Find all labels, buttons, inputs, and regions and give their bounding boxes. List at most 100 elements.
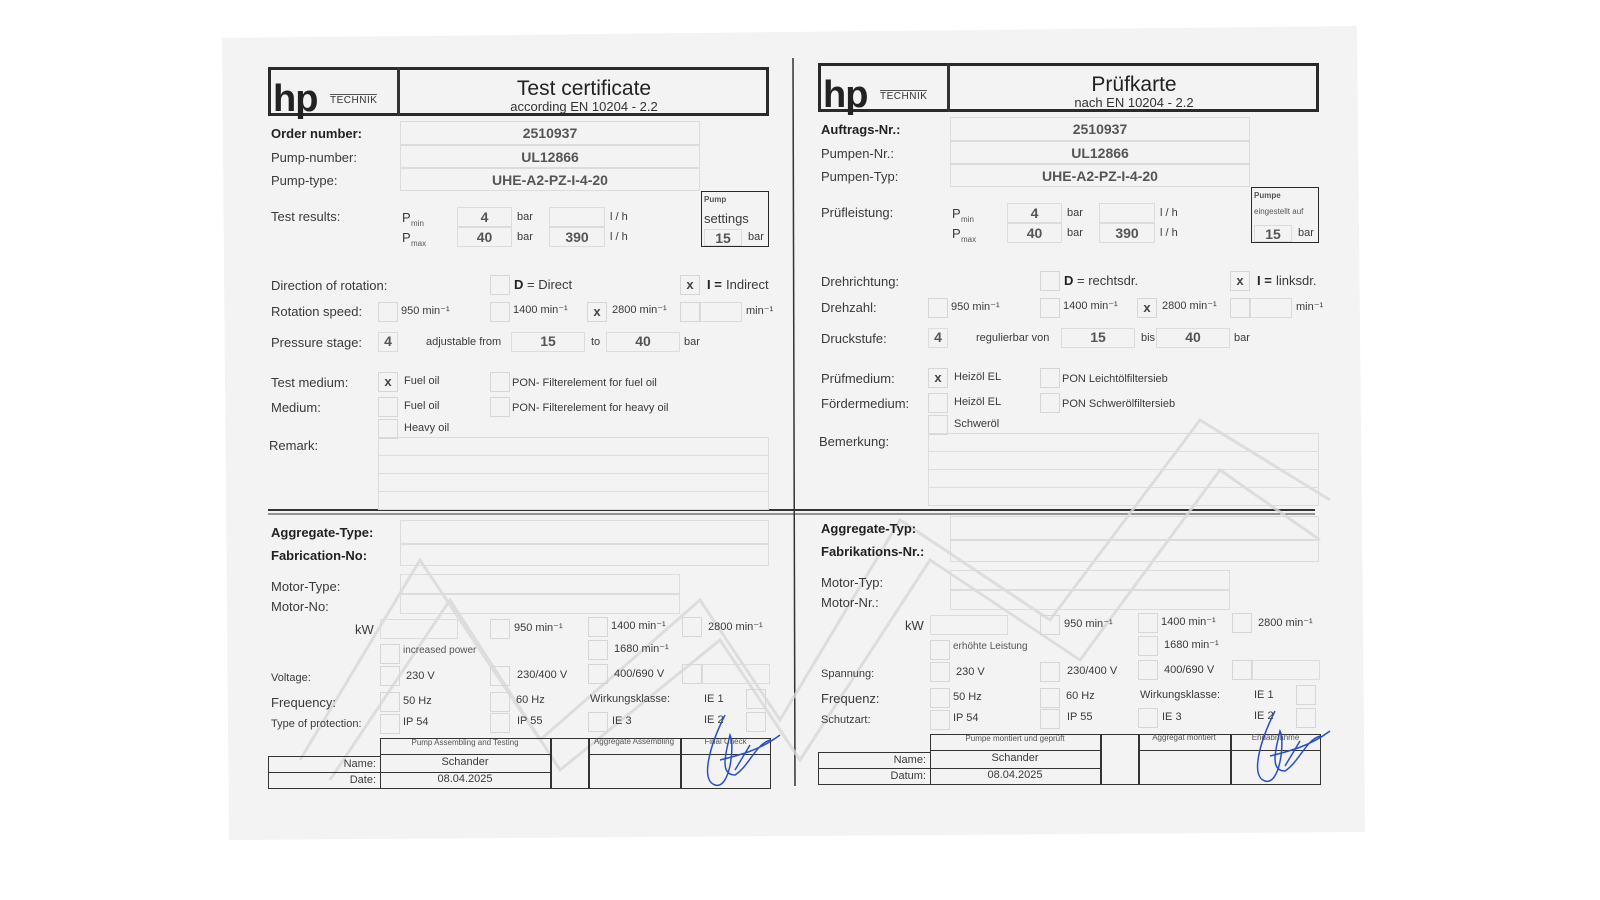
voltage-other-checkbox[interactable] <box>682 664 702 684</box>
speed-1400-checkbox[interactable] <box>490 302 510 322</box>
pump-number-field[interactable] <box>400 145 700 168</box>
kw-field[interactable] <box>930 615 1008 635</box>
v230-checkbox[interactable] <box>380 666 400 686</box>
medium-fuel-oil-checkbox[interactable] <box>378 397 398 417</box>
direct-checkbox[interactable] <box>490 275 510 295</box>
speed-other-checkbox[interactable] <box>680 302 700 322</box>
voltage-other-field[interactable] <box>702 664 770 684</box>
pump-type-field[interactable] <box>950 164 1250 187</box>
f60-checkbox[interactable] <box>490 692 510 712</box>
f60-checkbox[interactable] <box>1040 688 1060 708</box>
motor-2800-checkbox[interactable] <box>682 617 702 637</box>
pmax-field[interactable] <box>1007 223 1062 243</box>
adjust-to-field[interactable] <box>606 332 680 352</box>
ie2-checkbox[interactable] <box>1296 708 1316 728</box>
increased-power-checkbox[interactable] <box>380 644 400 664</box>
test-medium-label: Prüfmedium: <box>821 371 895 386</box>
motor-type-field[interactable] <box>950 570 1230 590</box>
v400-690-checkbox[interactable] <box>588 664 608 684</box>
heavy-oil-checkbox[interactable] <box>378 419 398 439</box>
flow-max-field[interactable] <box>549 227 605 247</box>
pon-heavy-checkbox[interactable] <box>490 397 510 417</box>
kw-field[interactable] <box>380 619 458 639</box>
pon-fuel-checkbox[interactable] <box>490 372 510 392</box>
adjustable-from-label: adjustable from <box>426 336 502 348</box>
direct-checkbox[interactable] <box>1040 271 1060 291</box>
pon-heavy-checkbox[interactable] <box>1040 393 1060 413</box>
ip55-checkbox[interactable] <box>490 713 510 733</box>
adjust-to-field[interactable] <box>1156 328 1230 348</box>
ip54-checkbox[interactable] <box>380 714 400 734</box>
v400-690-checkbox[interactable] <box>1138 660 1158 680</box>
ip54-checkbox[interactable] <box>930 710 950 730</box>
speed-other-field[interactable] <box>1250 298 1292 318</box>
ie1-checkbox[interactable] <box>1296 685 1316 705</box>
motor-no-field[interactable] <box>400 594 680 614</box>
ie3-checkbox[interactable] <box>588 712 608 732</box>
pressure-stage-field[interactable] <box>928 328 948 348</box>
motor-no-field[interactable] <box>950 590 1230 610</box>
indirect-checkbox[interactable]: x <box>680 275 700 295</box>
increased-power-checkbox[interactable] <box>930 640 950 660</box>
pmax-field[interactable] <box>457 227 512 247</box>
speed-other-field[interactable] <box>700 302 742 322</box>
speed-1400-checkbox[interactable] <box>1040 298 1060 318</box>
pmin-field[interactable] <box>1007 203 1062 223</box>
fabrication-no-field[interactable] <box>400 544 769 566</box>
flow-min-field[interactable] <box>549 207 605 227</box>
pressure-stage-field[interactable] <box>378 332 398 352</box>
aggregate-type-field[interactable] <box>950 516 1319 540</box>
v230-400-checkbox[interactable] <box>490 666 510 686</box>
speed-950-checkbox[interactable] <box>928 298 948 318</box>
pump-settings-field[interactable] <box>1254 225 1292 242</box>
voltage-other-checkbox[interactable] <box>1232 660 1252 680</box>
signoff-name: Schander <box>991 752 1039 764</box>
aggregate-type-field[interactable] <box>400 520 769 544</box>
order-number-label: Order number: <box>271 126 363 141</box>
pump-settings-field[interactable] <box>704 229 742 246</box>
speed-950-checkbox[interactable] <box>378 302 398 322</box>
pump-type-field[interactable] <box>400 168 700 191</box>
signoff-col-aggregate-assembling: Aggregate Assembling <box>593 737 675 746</box>
motor-2800-checkbox[interactable] <box>1232 613 1252 633</box>
flow-max-field[interactable] <box>1099 223 1155 243</box>
motor-1400-checkbox[interactable] <box>1138 613 1158 633</box>
adjustable-from-label: regulierbar von <box>976 332 1050 344</box>
pon-fuel-checkbox[interactable] <box>1040 368 1060 388</box>
signoff-name: Schander <box>441 756 489 768</box>
motor-950-checkbox[interactable] <box>490 619 510 639</box>
v230-400-checkbox[interactable] <box>1040 662 1060 682</box>
ie1-checkbox[interactable] <box>746 689 766 709</box>
signoff-col-aggregate-assembling: Aggregat montiert <box>1152 733 1216 742</box>
indirect-checkbox[interactable]: x <box>1230 271 1250 291</box>
test-fuel-oil-checkbox[interactable]: x <box>378 372 398 392</box>
motor-type-field[interactable] <box>400 574 680 594</box>
pmax-subscript: max <box>411 239 427 248</box>
motor-950-checkbox[interactable] <box>1040 615 1060 635</box>
ip55-checkbox[interactable] <box>1040 709 1060 729</box>
heavy-oil-checkbox[interactable] <box>928 415 948 435</box>
speed-2800-checkbox[interactable]: x <box>587 302 607 322</box>
flow-min-field[interactable] <box>1099 203 1155 223</box>
voltage-other-field[interactable] <box>1252 660 1320 680</box>
fabrication-no-field[interactable] <box>950 540 1319 562</box>
motor-1400-checkbox[interactable] <box>588 617 608 637</box>
speed-2800-checkbox[interactable]: x <box>1137 298 1157 318</box>
adjust-from-field[interactable] <box>511 332 585 352</box>
to-label: bis <box>1141 332 1156 344</box>
speed-other-checkbox[interactable] <box>1230 298 1250 318</box>
f50-checkbox[interactable] <box>380 692 400 712</box>
adjust-from-field[interactable] <box>1061 328 1135 348</box>
pump-number-field[interactable] <box>950 141 1250 164</box>
motor-1680-checkbox[interactable] <box>1138 636 1158 656</box>
v230-checkbox[interactable] <box>930 662 950 682</box>
test-fuel-oil-checkbox[interactable]: x <box>928 368 948 388</box>
motor-1680-checkbox[interactable] <box>588 640 608 660</box>
pmin-field[interactable] <box>457 207 512 227</box>
ie2-checkbox[interactable] <box>746 712 766 732</box>
f50-checkbox[interactable] <box>930 688 950 708</box>
medium-fuel-oil-checkbox[interactable] <box>928 393 948 413</box>
order-number-field[interactable] <box>400 121 700 145</box>
ie3-checkbox[interactable] <box>1138 708 1158 728</box>
order-number-field[interactable] <box>950 117 1250 141</box>
